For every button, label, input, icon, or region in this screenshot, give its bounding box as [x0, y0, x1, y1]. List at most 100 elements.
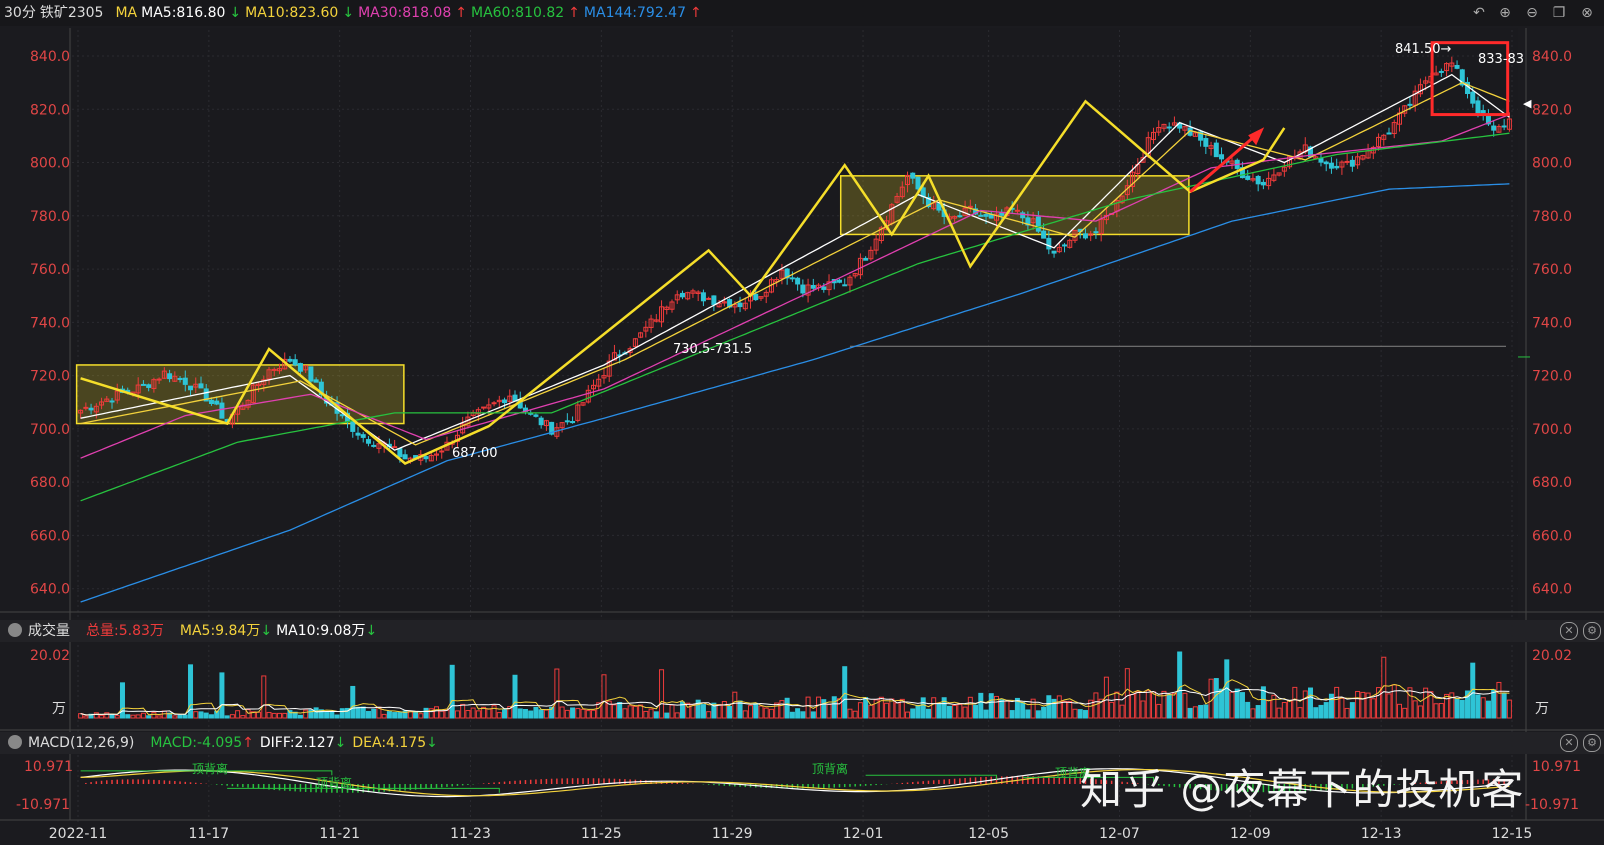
volume-bar	[1208, 678, 1214, 719]
volume-bar	[784, 697, 790, 719]
candle-body	[1465, 81, 1471, 95]
volume-bar	[93, 712, 99, 719]
volume-bar	[360, 706, 366, 719]
candle-body	[1449, 62, 1455, 67]
candle-body	[1428, 75, 1434, 83]
candle-body	[392, 446, 398, 449]
volume-bar	[334, 714, 340, 719]
price-tick-right: 680.0	[1532, 475, 1572, 491]
volume-close-icon[interactable]: ✕	[1560, 622, 1578, 640]
dea-value: DEA:4.175	[352, 735, 427, 751]
candle-body	[1192, 132, 1198, 137]
volume-bar	[1072, 708, 1078, 719]
collapse-icon[interactable]	[8, 623, 22, 637]
ma30-arrow: ↑	[455, 5, 467, 21]
volume-bar	[470, 707, 476, 719]
back-icon[interactable]: ↶	[1473, 5, 1485, 21]
volume-bar	[774, 702, 780, 719]
time-tick-label: 12-01	[843, 826, 884, 842]
candle-body	[334, 402, 340, 414]
ma5-arrow: ↓	[229, 5, 242, 21]
candle-body	[967, 205, 973, 208]
ma144-value: MA144:792.47	[583, 5, 686, 21]
candle-body	[1276, 172, 1282, 176]
volume-bar	[915, 704, 921, 719]
candle-body	[690, 290, 696, 294]
candle-body	[381, 442, 387, 446]
candle-body	[1334, 165, 1340, 169]
candle-body	[1062, 244, 1068, 247]
timeframe-label[interactable]: 30分	[4, 5, 36, 21]
time-tick-label: 11-29	[712, 826, 753, 842]
volume-bar	[732, 691, 738, 719]
volume-bar	[999, 699, 1005, 719]
candle-body	[842, 284, 848, 287]
volume-bar	[1417, 705, 1423, 719]
candle-body	[611, 352, 617, 361]
candle-body	[1035, 216, 1041, 232]
volume-bar	[706, 711, 712, 719]
ma-line-ma144	[80, 183, 1510, 603]
volume-bar	[1250, 708, 1256, 719]
candle-body	[449, 442, 455, 445]
window-icon[interactable]: ❐	[1552, 5, 1566, 21]
volume-bar	[308, 709, 314, 719]
volume-bar	[800, 711, 806, 719]
candle-body	[727, 299, 733, 308]
volume-bar	[1145, 689, 1151, 719]
volume-bar	[1004, 700, 1010, 719]
candle-body	[674, 294, 680, 301]
volume-bar	[1177, 651, 1183, 719]
candle-body	[287, 358, 293, 362]
volume-bar	[1344, 707, 1350, 719]
candle-body	[1234, 159, 1240, 169]
candle-body	[873, 238, 879, 251]
volume-bar	[502, 709, 508, 719]
volume-bar	[1140, 700, 1146, 719]
volume-bar	[423, 707, 429, 719]
candle-body	[706, 297, 712, 300]
macd-settings-icon[interactable]: ⚙	[1583, 734, 1601, 752]
volume-bar	[350, 685, 356, 719]
candle-body	[83, 406, 89, 409]
candle-body	[428, 454, 434, 462]
volume-bar	[172, 715, 178, 719]
candle-body	[826, 281, 832, 291]
price-tick-left: 820.0	[30, 102, 70, 118]
close-icon[interactable]: ⊗	[1581, 5, 1593, 21]
volume-bar	[224, 715, 230, 719]
volume-bar	[1475, 694, 1481, 719]
high-price-annotation: 841.50→	[1395, 42, 1452, 57]
volume-bar	[1438, 703, 1444, 719]
macd-collapse-icon[interactable]	[8, 735, 22, 749]
high-price-right-annotation: 833-83	[1478, 52, 1525, 67]
candle-body	[758, 296, 764, 299]
candle-body	[549, 421, 555, 435]
candle-body	[884, 220, 890, 230]
volume-settings-icon[interactable]: ⚙	[1583, 622, 1601, 640]
volume-bar	[1234, 688, 1240, 719]
volume-bar	[768, 708, 774, 719]
candle-body	[460, 423, 466, 434]
volume-bar	[99, 714, 105, 719]
grid-lines	[0, 28, 1604, 825]
candle-body	[1355, 156, 1361, 166]
volume-bar	[1219, 688, 1225, 719]
time-tick-label: 12-15	[1492, 826, 1533, 842]
candle-body	[779, 269, 785, 279]
candle-body	[1208, 145, 1214, 149]
zoom-in-icon[interactable]: ⊕	[1499, 5, 1511, 21]
candle-body	[753, 293, 759, 301]
candle-body	[324, 396, 330, 404]
volume-bar	[151, 712, 157, 719]
volume-ma5-arrow: ↓	[260, 623, 273, 639]
volume-bar	[1046, 695, 1052, 719]
volume-bar	[219, 672, 225, 719]
candle-body	[816, 284, 822, 289]
macd-close-icon[interactable]: ✕	[1560, 734, 1578, 752]
zoom-out-icon[interactable]: ⊖	[1526, 5, 1538, 21]
macd-panel-header: MACD(12,26,9) MACD:-4.095↑ DIFF:2.127↓ DEA:…	[0, 732, 1604, 754]
volume-unit-left: 万	[52, 701, 66, 717]
volume-bar	[198, 711, 204, 719]
